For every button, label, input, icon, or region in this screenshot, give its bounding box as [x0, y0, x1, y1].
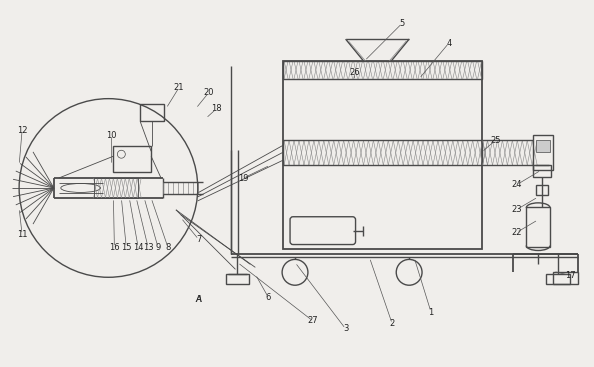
Text: 19: 19 [238, 174, 249, 182]
Bar [536, 185, 548, 195]
Bar [546, 274, 570, 284]
Text: A: A [196, 295, 201, 304]
Bar [533, 135, 553, 170]
Text: 5: 5 [400, 19, 405, 28]
Bar [533, 165, 551, 177]
Text: 8: 8 [165, 243, 170, 252]
Text: 25: 25 [490, 136, 501, 145]
Text: 7: 7 [196, 235, 201, 244]
Text: 6: 6 [266, 292, 271, 302]
Text: 17: 17 [565, 271, 575, 280]
Bar [93, 178, 138, 198]
Bar [226, 274, 249, 284]
Bar [283, 61, 482, 250]
Bar [526, 207, 550, 247]
Text: 10: 10 [106, 131, 116, 140]
Text: 23: 23 [511, 205, 522, 214]
Text: A: A [195, 295, 202, 304]
Text: 15: 15 [121, 243, 131, 252]
Text: 27: 27 [308, 316, 318, 326]
Bar [283, 61, 482, 79]
Text: 3: 3 [343, 324, 348, 333]
Text: 18: 18 [211, 104, 222, 113]
Bar [113, 146, 151, 172]
Text: 21: 21 [173, 83, 184, 92]
Text: 4: 4 [446, 39, 451, 48]
Bar [283, 140, 482, 165]
Text: 9: 9 [156, 243, 161, 252]
Bar [536, 140, 550, 152]
Text: 12: 12 [17, 126, 27, 135]
Text: 13: 13 [143, 243, 153, 252]
Bar [140, 103, 164, 121]
Bar [553, 272, 578, 284]
Text: 1: 1 [428, 308, 434, 316]
Text: 2: 2 [390, 319, 395, 328]
Text: 26: 26 [349, 68, 360, 77]
Text: 14: 14 [133, 243, 144, 252]
Text: 16: 16 [109, 243, 120, 252]
Text: 20: 20 [203, 88, 214, 97]
Text: 22: 22 [511, 228, 522, 237]
Text: 24: 24 [511, 181, 522, 189]
Text: 11: 11 [17, 230, 27, 239]
